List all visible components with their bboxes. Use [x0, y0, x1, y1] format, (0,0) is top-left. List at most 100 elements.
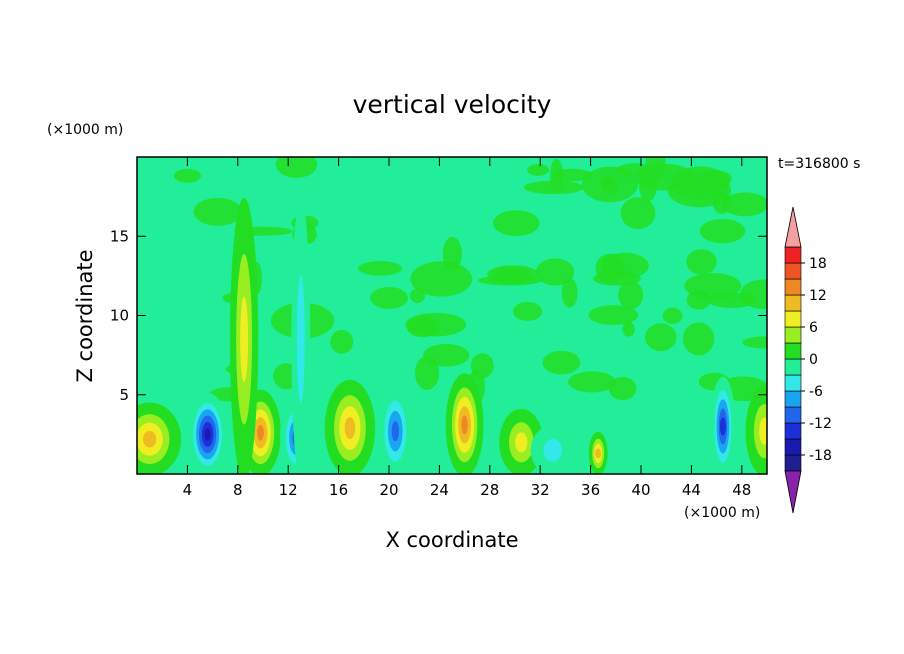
contour-level	[759, 417, 767, 445]
contour-level	[461, 415, 468, 435]
x-tick-label: 20	[379, 481, 398, 499]
weak-updraft-patch	[686, 249, 717, 275]
x-axis: 4 8 12 16 20 24 28 32 36 40 44 48	[183, 157, 751, 499]
contour-level	[257, 424, 264, 441]
colorbar-over-arrow	[784, 206, 802, 248]
colorbar-segment	[784, 422, 802, 440]
weak-updraft-patch	[410, 261, 473, 297]
weak-updraft-patch	[420, 315, 434, 325]
y-axis-label: Z coordinate	[73, 249, 97, 382]
x-tick-label: 40	[631, 481, 650, 499]
contour-level	[719, 417, 726, 436]
weak-updraft-patch	[524, 180, 584, 195]
x-tick-label: 12	[279, 481, 298, 499]
weak-updraft-patch	[622, 321, 635, 337]
contour-level	[142, 430, 157, 448]
colorbar-segment	[784, 246, 802, 264]
x-tick-label: 32	[531, 481, 550, 499]
weak-updraft-patch	[512, 301, 543, 321]
colorbar-segment	[784, 310, 802, 328]
weak-updraft-patch	[645, 157, 666, 181]
velocity-cell	[499, 409, 544, 474]
y-tick-label: 10	[110, 307, 129, 325]
y-unit-label: (×1000 m)	[47, 122, 123, 138]
weak-updraft-patch	[699, 218, 746, 244]
weak-updraft-patch	[542, 350, 581, 375]
weak-updraft-patch	[330, 329, 354, 354]
colorbar-tick-label: 18	[809, 256, 827, 272]
colorbar-segment	[784, 278, 802, 296]
colorbar-segment	[784, 454, 802, 472]
weak-updraft-patch	[470, 353, 494, 379]
contour-level	[240, 296, 249, 382]
colorbar-segment	[784, 262, 802, 280]
y-tick-label: 15	[110, 227, 129, 245]
velocity-cell	[187, 392, 229, 474]
colorbar: 18 12 6 0 -6 -12 -18	[784, 206, 832, 514]
colorbar-segment	[784, 326, 802, 344]
weak-updraft-patch	[686, 290, 711, 310]
contour-level	[391, 421, 399, 442]
contour-level	[543, 438, 563, 462]
colorbar-segment	[784, 374, 802, 392]
weak-updraft-patch	[608, 376, 637, 401]
x-tick-label: 44	[682, 481, 701, 499]
velocity-cell	[745, 386, 767, 474]
contour-level	[344, 417, 356, 439]
weak-updraft-patch	[739, 279, 767, 310]
weak-updraft-patch	[620, 197, 656, 230]
weak-updraft-patch	[682, 322, 715, 356]
colorbar-under-arrow	[784, 470, 802, 514]
colorbar-tick-label: -12	[809, 416, 832, 432]
colorbar-segment	[784, 358, 802, 376]
colorbar-segment	[784, 390, 802, 408]
weak-updraft-patch	[193, 197, 242, 226]
time-label: t=316800 s	[778, 156, 860, 172]
colorbar-segment	[784, 294, 802, 312]
velocity-cell	[291, 197, 311, 474]
x-tick-label: 16	[329, 481, 348, 499]
velocity-cell	[377, 386, 413, 474]
weak-updraft-patch	[742, 336, 767, 349]
velocity-cell	[324, 379, 376, 474]
velocity-cell	[530, 425, 575, 474]
contour-level	[515, 432, 528, 453]
x-unit-label: (×1000 m)	[684, 505, 760, 521]
colorbar-tick-label: 0	[809, 352, 818, 368]
weak-updraft-patches	[173, 157, 767, 404]
weak-updraft-patch	[588, 305, 639, 326]
weak-updraft-patch	[645, 323, 677, 352]
velocity-cell	[137, 402, 182, 474]
x-tick-label: 28	[480, 481, 499, 499]
weak-updraft-patch	[581, 166, 638, 203]
weak-updraft-patch	[370, 287, 409, 309]
weak-updraft-patch	[722, 192, 767, 217]
contour-level	[595, 448, 602, 459]
velocity-cell	[588, 431, 608, 474]
colorbar-tick-label: 6	[809, 320, 818, 336]
velocity-cell	[229, 197, 259, 474]
x-axis-label: X coordinate	[385, 528, 518, 552]
contour-level	[296, 275, 305, 404]
colorbar-segment	[784, 438, 802, 456]
weak-updraft-patch	[414, 356, 440, 390]
y-tick-label: 5	[119, 386, 129, 404]
x-tick-label: 4	[183, 481, 193, 499]
weak-updraft-patch	[568, 371, 616, 393]
velocity-cell	[445, 373, 484, 474]
weak-updraft-patch	[173, 168, 201, 183]
colorbar-tick-label: -6	[809, 384, 823, 400]
weak-updraft-patch	[492, 210, 540, 237]
colorbar-tick-label: 12	[809, 288, 827, 304]
contour-level	[204, 428, 211, 441]
x-tick-label: 24	[430, 481, 449, 499]
x-tick-label: 8	[233, 481, 243, 499]
colorbar-tick-label: -18	[809, 448, 832, 464]
weak-updraft-patch	[535, 258, 575, 286]
velocity-cell	[710, 376, 736, 474]
field-contours	[137, 157, 767, 474]
weak-updraft-patch	[527, 164, 550, 176]
weak-updraft-patch	[358, 261, 403, 276]
chart-title: vertical velocity	[353, 90, 552, 119]
